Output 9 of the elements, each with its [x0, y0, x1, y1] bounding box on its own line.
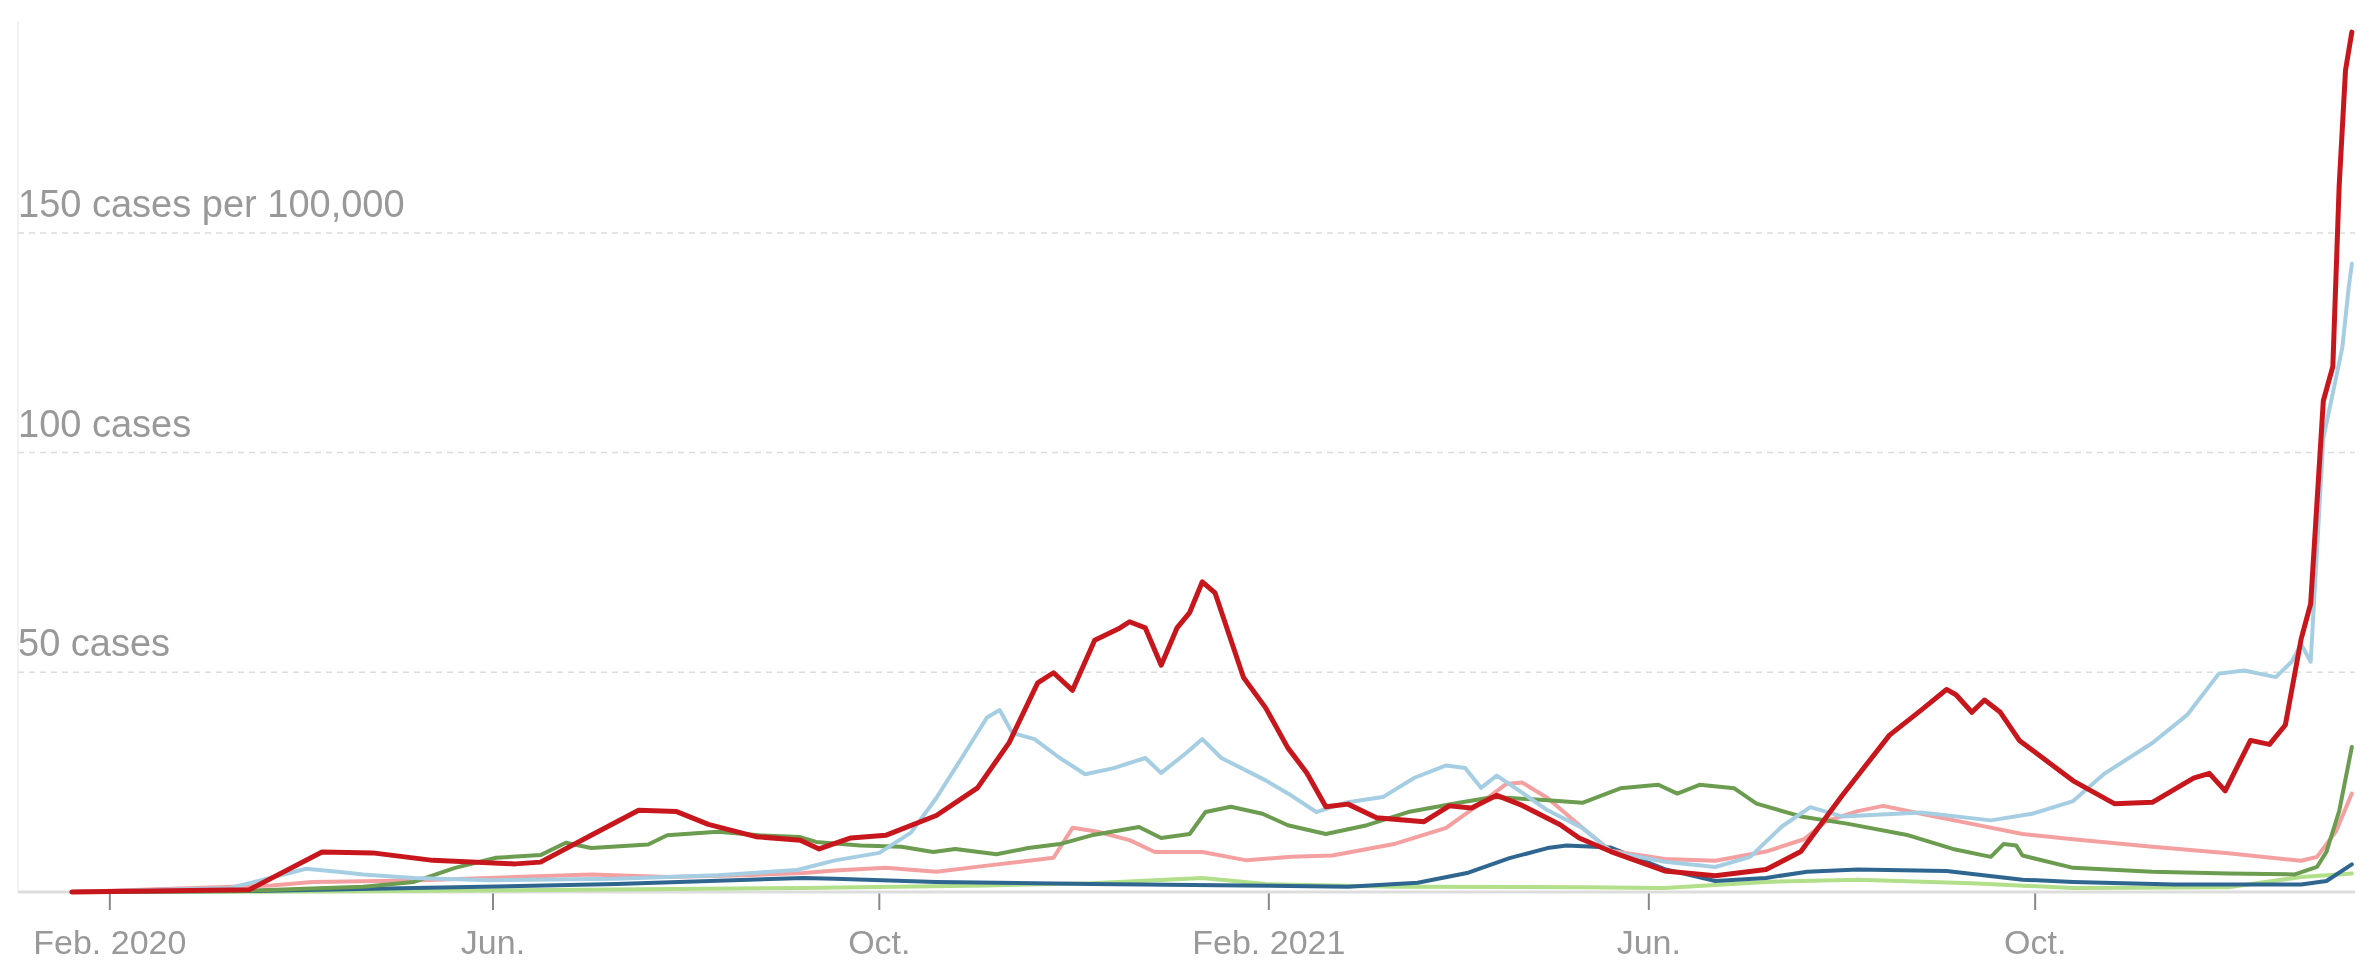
- x-tick-label: Oct.: [2003, 923, 2067, 961]
- x-tick-label: Jun.: [460, 923, 526, 961]
- y-tick-label: 50 cases: [18, 622, 171, 665]
- x-tick-label: Oct.: [848, 923, 911, 961]
- y-tick-label: 150 cases per 100,000: [18, 182, 405, 225]
- x-tick-label: Feb. 2020: [33, 923, 187, 961]
- y-tick-label: 100 cases: [18, 402, 192, 445]
- x-tick-label: Feb. 2021: [1192, 923, 1346, 961]
- x-tick-label: Jun.: [1616, 923, 1681, 961]
